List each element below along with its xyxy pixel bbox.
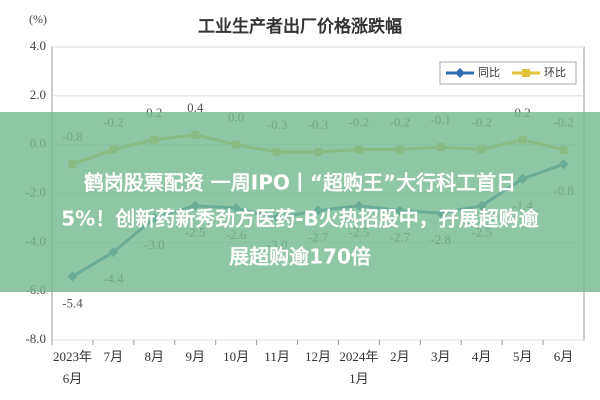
point <box>455 68 465 78</box>
x-tick-label: 7月 <box>104 349 124 364</box>
y-tick-label: 2.0 <box>30 87 46 102</box>
x-tick-label: 9月 <box>185 349 205 364</box>
x-tick-label: 5月 <box>513 349 533 364</box>
overlay-banner <box>0 112 600 292</box>
y-tick-label: 4.0 <box>30 38 46 53</box>
x-tick-label: 10月 <box>223 349 249 364</box>
x-tick-label: 12月 <box>305 349 331 364</box>
x-tick-label: 2月 <box>390 349 410 364</box>
x-tick-label: 11月 <box>264 349 290 364</box>
x-tick-label: 2023年 6月 <box>53 349 92 386</box>
overlay-text: 展超购逾170倍 <box>229 245 371 269</box>
legend-box <box>439 61 577 85</box>
x-tick-label: 8月 <box>145 349 165 364</box>
value-label: -5.4 <box>62 296 83 311</box>
point <box>522 69 530 77</box>
overlay-text: 5%！创新药新秀劲方医药-B火热招股中，孖展超购逾 <box>61 207 539 231</box>
y-axis-label: (%) <box>29 12 47 26</box>
overlay-text: 鹤岗股票配资 一周IPO丨“超购王”大行科工首日 <box>84 171 516 195</box>
value-label: 0.4 <box>187 100 204 115</box>
x-tick-label: 6月 <box>554 349 574 364</box>
legend-label: 同比 <box>478 66 500 79</box>
chart-title: 工业生产者出厂价格涨跌幅 <box>198 16 402 37</box>
legend-label: 环比 <box>544 66 566 79</box>
x-tick-label: 3月 <box>431 349 451 364</box>
x-tick-label: 2024年 1月 <box>339 349 378 386</box>
x-tick-label: 4月 <box>472 349 492 364</box>
y-tick-label: -8.0 <box>25 331 46 346</box>
